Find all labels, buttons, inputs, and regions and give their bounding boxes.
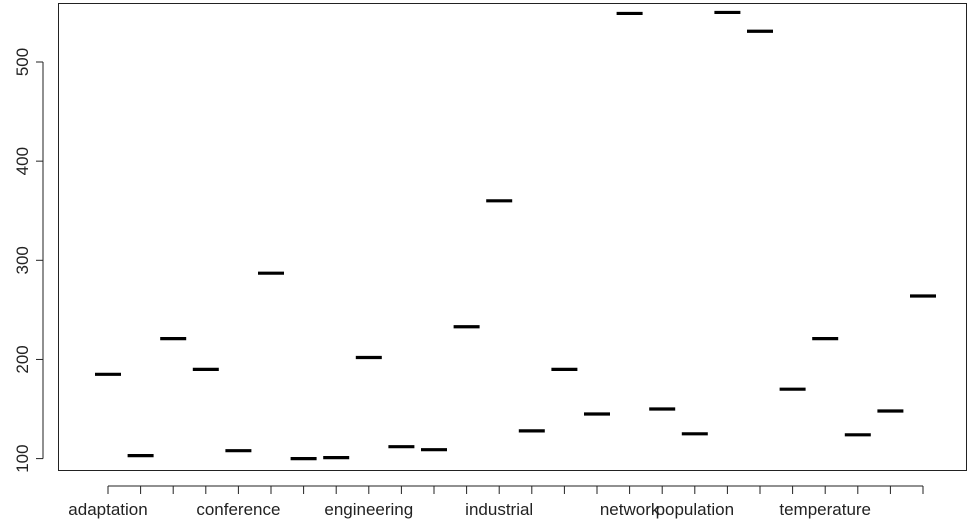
x-tick-label: network [600, 500, 660, 519]
y-tick-label: 300 [13, 246, 32, 274]
x-tick-label: engineering [324, 500, 413, 519]
x-tick-label: adaptation [68, 500, 147, 519]
y-tick-label: 400 [13, 147, 32, 175]
x-axis: adaptation conference engineering industria… [68, 485, 924, 519]
median-lines [95, 10, 936, 461]
x-tick-label: population [656, 500, 734, 519]
y-tick-label: 100 [13, 444, 32, 472]
y-tick-label: 200 [13, 345, 32, 373]
y-tick-label: 500 [13, 48, 32, 76]
x-tick-label: conference [196, 500, 280, 519]
x-tick-label: temperature [779, 500, 871, 519]
y-axis: 100 200 300 400 500 [13, 48, 44, 473]
plot-box [58, 3, 967, 471]
x-tick-label: industrial [465, 500, 533, 519]
